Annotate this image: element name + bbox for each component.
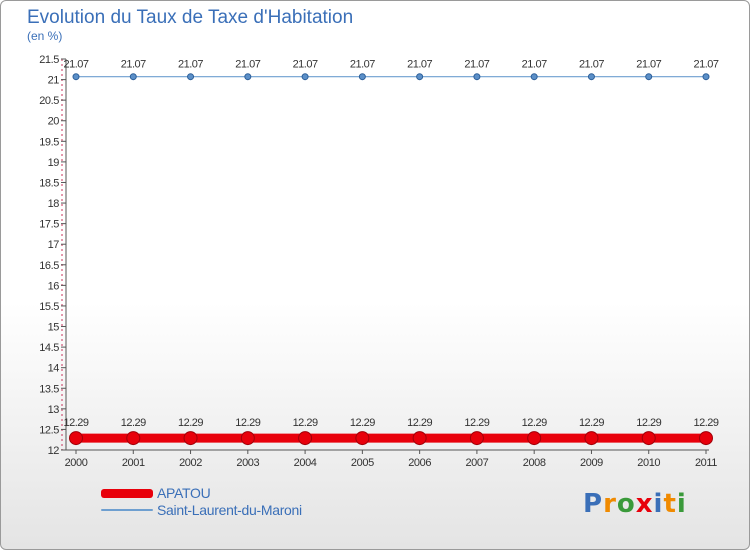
data-label-saint-laurent-du-maroni: 21.07 bbox=[407, 59, 432, 71]
x-tick-label: 2010 bbox=[637, 457, 660, 469]
y-tick-label: 21.5 bbox=[39, 54, 59, 66]
data-point-apatou bbox=[183, 431, 198, 446]
data-point-apatou bbox=[126, 431, 141, 446]
logo-letter: x bbox=[635, 489, 654, 519]
y-tick-label: 15 bbox=[48, 322, 60, 334]
x-tick-label: 2011 bbox=[695, 457, 717, 469]
y-tick-label: 16.5 bbox=[39, 260, 59, 272]
x-tick-label: 2008 bbox=[523, 457, 546, 469]
data-point-saint-laurent-du-maroni bbox=[587, 73, 595, 81]
logo-letter: P bbox=[583, 489, 604, 519]
data-point-apatou bbox=[469, 431, 484, 446]
data-label-saint-laurent-du-maroni: 21.07 bbox=[350, 59, 375, 71]
data-point-apatou bbox=[641, 431, 656, 446]
data-point-saint-laurent-du-maroni bbox=[645, 73, 653, 81]
x-tick-label: 2006 bbox=[408, 457, 431, 469]
data-label-saint-laurent-du-maroni: 21.07 bbox=[235, 59, 260, 71]
logo-letter: r bbox=[603, 489, 617, 519]
y-tick-label: 17.5 bbox=[39, 219, 59, 231]
y-tick-label: 18 bbox=[48, 198, 60, 210]
y-tick-label: 19.5 bbox=[39, 136, 59, 148]
data-point-apatou bbox=[412, 431, 427, 446]
proxiti-logo: Proxiti bbox=[583, 489, 687, 519]
y-tick-label: 14 bbox=[48, 363, 60, 375]
data-label-apatou: 12.29 bbox=[522, 417, 547, 429]
x-tick-label: 2007 bbox=[465, 457, 488, 469]
data-point-saint-laurent-du-maroni bbox=[416, 73, 424, 81]
y-tick-label: 20.5 bbox=[39, 95, 59, 107]
data-point-apatou bbox=[699, 431, 713, 446]
data-point-apatou bbox=[69, 431, 83, 446]
x-tick-label: 2000 bbox=[65, 457, 88, 469]
y-tick-label: 21 bbox=[48, 75, 60, 87]
data-point-saint-laurent-du-maroni bbox=[530, 73, 538, 81]
data-label-apatou: 12.29 bbox=[350, 417, 375, 429]
data-point-saint-laurent-du-maroni bbox=[244, 73, 252, 81]
data-label-saint-laurent-du-maroni: 21.07 bbox=[178, 59, 203, 71]
logo-letter: i bbox=[676, 489, 687, 519]
y-tick-label: 13.5 bbox=[39, 383, 59, 395]
data-label-saint-laurent-du-maroni: 21.07 bbox=[693, 59, 718, 71]
data-label-apatou: 12.29 bbox=[63, 417, 88, 429]
y-tick-label: 18.5 bbox=[39, 177, 59, 189]
data-label-apatou: 12.29 bbox=[636, 417, 661, 429]
data-point-saint-laurent-du-maroni bbox=[702, 73, 710, 81]
data-label-saint-laurent-du-maroni: 21.07 bbox=[293, 59, 318, 71]
data-label-saint-laurent-du-maroni: 21.07 bbox=[522, 59, 547, 71]
x-tick-label: 2002 bbox=[179, 457, 202, 469]
data-label-apatou: 12.29 bbox=[579, 417, 604, 429]
data-point-saint-laurent-du-maroni bbox=[72, 73, 80, 81]
data-point-apatou bbox=[298, 431, 313, 446]
y-tick-label: 15.5 bbox=[39, 301, 59, 313]
data-label-saint-laurent-du-maroni: 21.07 bbox=[464, 59, 489, 71]
y-axis-unit: (en %) bbox=[27, 29, 63, 43]
data-point-saint-laurent-du-maroni bbox=[301, 73, 309, 81]
data-point-saint-laurent-du-maroni bbox=[358, 73, 366, 81]
data-point-apatou bbox=[355, 431, 370, 446]
data-label-apatou: 12.29 bbox=[293, 417, 318, 429]
data-point-saint-laurent-du-maroni bbox=[129, 73, 137, 81]
data-point-apatou bbox=[527, 431, 542, 446]
legend-swatch-apatou bbox=[101, 488, 153, 498]
data-point-apatou bbox=[584, 431, 599, 446]
logo-letter: t bbox=[663, 489, 677, 519]
data-label-apatou: 12.29 bbox=[178, 417, 203, 429]
x-tick-label: 2009 bbox=[580, 457, 603, 469]
y-tick-label: 20 bbox=[48, 116, 60, 128]
legend-label-saint-laurent: Saint-Laurent-du-Maroni bbox=[157, 502, 302, 518]
data-label-apatou: 12.29 bbox=[235, 417, 260, 429]
data-label-saint-laurent-du-maroni: 21.07 bbox=[63, 59, 88, 71]
data-label-saint-laurent-du-maroni: 21.07 bbox=[636, 59, 661, 71]
data-point-apatou bbox=[240, 431, 255, 446]
y-tick-label: 13 bbox=[48, 404, 60, 416]
logo-letter: o bbox=[616, 489, 636, 519]
data-label-saint-laurent-du-maroni: 21.07 bbox=[579, 59, 604, 71]
legend-item-apatou: APATOU bbox=[101, 484, 211, 502]
data-label-apatou: 12.29 bbox=[407, 417, 432, 429]
x-tick-label: 2003 bbox=[236, 457, 259, 469]
data-point-saint-laurent-du-maroni bbox=[187, 73, 195, 81]
legend-item-saint-laurent: Saint-Laurent-du-Maroni bbox=[101, 501, 302, 519]
y-tick-label: 12 bbox=[48, 445, 60, 457]
y-tick-label: 19 bbox=[48, 157, 60, 169]
data-label-saint-laurent-du-maroni: 21.07 bbox=[121, 59, 146, 71]
y-tick-label: 14.5 bbox=[39, 342, 59, 354]
legend-label-apatou: APATOU bbox=[157, 485, 211, 501]
chart-title: Evolution du Taux de Taxe d'Habitation bbox=[27, 7, 354, 28]
x-tick-label: 2001 bbox=[122, 457, 145, 469]
data-label-apatou: 12.29 bbox=[464, 417, 489, 429]
data-label-apatou: 12.29 bbox=[693, 417, 718, 429]
x-tick-label: 2004 bbox=[294, 457, 317, 469]
x-tick-label: 2005 bbox=[351, 457, 374, 469]
y-tick-label: 17 bbox=[48, 239, 60, 251]
y-tick-label: 16 bbox=[48, 280, 60, 292]
data-point-saint-laurent-du-maroni bbox=[473, 73, 481, 81]
logo-letter: i bbox=[653, 489, 664, 519]
data-label-apatou: 12.29 bbox=[121, 417, 146, 429]
legend-swatch-saint-laurent bbox=[101, 509, 153, 511]
y-tick-label: 12.5 bbox=[39, 424, 59, 436]
